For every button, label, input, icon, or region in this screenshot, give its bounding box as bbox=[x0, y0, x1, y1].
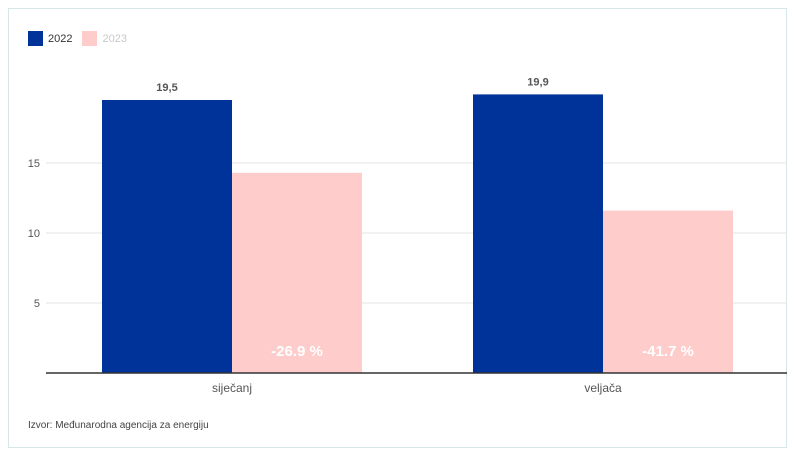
change-label-veljača: -41.7 % bbox=[642, 343, 694, 360]
legend-label-2022: 2022 bbox=[48, 32, 73, 45]
legend-item-2022[interactable]: 2022 bbox=[28, 31, 72, 46]
change-label-siječanj: -26.9 % bbox=[271, 343, 323, 360]
y-tick-label-10: 10 bbox=[28, 228, 40, 240]
legend-item-2023[interactable]: 2023 bbox=[82, 31, 127, 46]
y-tick-label-5: 5 bbox=[34, 298, 40, 310]
legend: 2022 2023 bbox=[28, 31, 127, 46]
bar-2023-siječanj[interactable] bbox=[232, 172, 362, 373]
x-tick-label-siječanj: siječanj bbox=[212, 381, 252, 395]
value-label-2022-veljača: 19,9 bbox=[527, 76, 548, 88]
legend-swatch-2023 bbox=[82, 31, 98, 46]
y-tick-label-15: 15 bbox=[28, 158, 40, 170]
bar-2022-veljača[interactable] bbox=[473, 94, 603, 374]
x-tick-label-veljača: veljača bbox=[584, 381, 622, 395]
legend-swatch-2022 bbox=[28, 31, 43, 46]
bar-2022-siječanj[interactable] bbox=[102, 100, 232, 373]
legend-label-2023: 2023 bbox=[102, 32, 127, 45]
bar-2023-veljača[interactable] bbox=[603, 210, 733, 373]
value-label-2022-siječanj: 19,5 bbox=[156, 82, 177, 94]
source-note: Izvor: Međunarodna agencija za energiju bbox=[28, 420, 209, 431]
